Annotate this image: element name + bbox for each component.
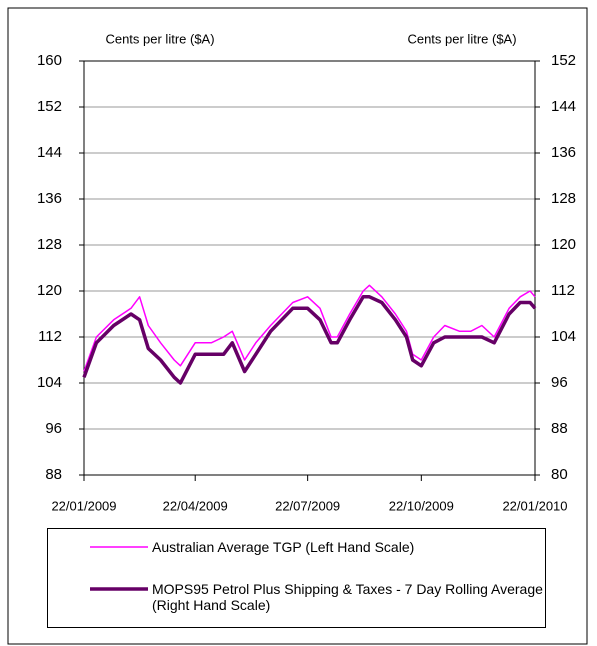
plot-frame xyxy=(83,60,536,476)
outer-border xyxy=(7,7,588,645)
y-tick-label: 152 xyxy=(37,98,62,115)
y2-axis-title: Cents per litre ($A) xyxy=(407,31,516,46)
legend-entry: MOPS95 Petrol Plus Shipping & Taxes - 7 … xyxy=(90,581,552,613)
x-tick-label: 22/04/2009 xyxy=(163,498,228,513)
legend-label: Australian Average TGP (Left Hand Scale) xyxy=(152,539,415,555)
y2-tick-label: 88 xyxy=(551,420,568,437)
y2-tick-label: 96 xyxy=(551,374,568,391)
y2-tick-label: 120 xyxy=(551,236,576,253)
x-tick-label: 22/10/2009 xyxy=(389,498,454,513)
y-tick-label: 160 xyxy=(37,52,62,69)
legend-entry: Australian Average TGP (Left Hand Scale) xyxy=(90,539,552,555)
y2-tick-label: 152 xyxy=(551,52,576,69)
y-tick-label: 128 xyxy=(37,236,62,253)
y2-tick-label: 80 xyxy=(551,466,568,483)
y-tick-label: 120 xyxy=(37,282,62,299)
y2-tick-label: 128 xyxy=(551,190,576,207)
legend-swatch xyxy=(90,546,148,548)
y2-tick-label: 144 xyxy=(551,98,576,115)
series-line xyxy=(82,295,537,385)
legend: Australian Average TGP (Left Hand Scale)… xyxy=(47,528,546,628)
y-tick-label: 104 xyxy=(37,374,62,391)
y-axis-title: Cents per litre ($A) xyxy=(105,31,214,46)
x-tick-label: 22/07/2009 xyxy=(275,498,340,513)
y2-tick-label: 104 xyxy=(551,328,576,345)
y2-tick-label: 112 xyxy=(551,282,575,299)
y-tick-label: 112 xyxy=(38,328,62,345)
x-tick-label: 22/01/2010 xyxy=(502,498,567,513)
legend-label: MOPS95 Petrol Plus Shipping & Taxes - 7 … xyxy=(152,581,543,613)
y-tick-label: 88 xyxy=(45,466,62,483)
series-line xyxy=(83,284,536,372)
x-tick-label: 22/01/2009 xyxy=(51,498,116,513)
y2-tick-label: 136 xyxy=(551,144,576,161)
y-tick-label: 136 xyxy=(37,190,62,207)
y-tick-label: 144 xyxy=(37,144,62,161)
y-tick-label: 96 xyxy=(45,420,62,437)
legend-swatch xyxy=(90,587,148,591)
